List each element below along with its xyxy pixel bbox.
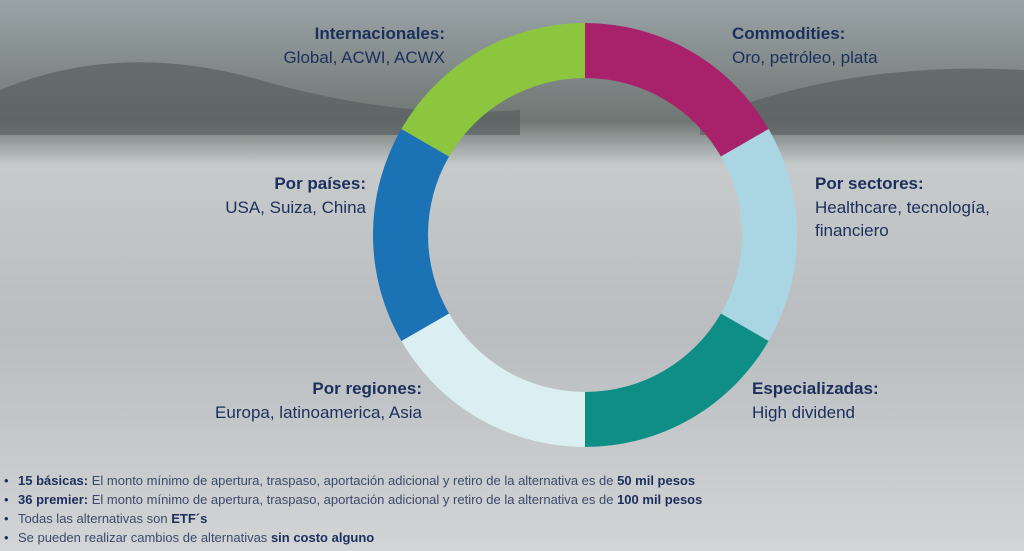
segment-text: Europa, latinoamerica, Asia [215, 402, 422, 422]
segment-text: Global, ACWI, ACWX [283, 47, 445, 67]
segment-title: Por regiones: [312, 379, 422, 398]
donut-segment [585, 313, 769, 447]
donut [373, 23, 797, 447]
segment-title: Especializadas: [752, 379, 879, 398]
note-text: 36 premier: [18, 492, 89, 507]
segment-title: Internacionales: [314, 24, 445, 43]
segment-label: Commodities: Oro, petróleo, plata [732, 22, 878, 69]
donut-segment [373, 129, 450, 341]
donut-segment [401, 313, 585, 447]
note-text: 100 mil pesos [617, 492, 703, 507]
donut-segment [720, 129, 797, 341]
segment-label: Por sectores: Healthcare, tecnología, fina… [815, 172, 990, 243]
segment-text: High dividend [752, 402, 856, 422]
note-text: ETF´s [171, 511, 208, 526]
note-text: Se pueden realizar cambios de alternativ… [18, 530, 268, 545]
donut-segment [585, 23, 769, 157]
donut-segment [401, 23, 585, 157]
note-text: El monto mínimo de apertura, traspaso, a… [91, 492, 614, 507]
hills [700, 68, 1024, 135]
segment-label: Internacionales: Global, ACWI, ACWX [145, 22, 445, 69]
note-text: Todas las alternativas son [18, 511, 168, 526]
hills [0, 62, 520, 135]
note-text: 50 mil pesos [617, 473, 696, 488]
note: Todas las alternativas son ETF´s [4, 509, 702, 528]
segment-title: Por sectores: [815, 174, 924, 193]
segment-text: financiero [815, 221, 889, 240]
note: 15 básicas: El monto mínimo de apertura,… [4, 471, 702, 490]
notes: 15 básicas: El monto mínimo de apertura,… [4, 471, 702, 547]
segment-label: Especializadas: High dividend [752, 377, 879, 424]
note: 36 premier: El monto mínimo de apertura,… [4, 490, 702, 509]
segment-text: Healthcare, tecnología, [815, 197, 990, 217]
segment-title: Por países: [274, 174, 366, 193]
note-text: El monto mínimo de apertura, traspaso, a… [91, 473, 614, 488]
segment-label: Por países: USA, Suiza, China [66, 172, 366, 219]
note-text: 15 básicas: [18, 473, 89, 488]
segment-text: Oro, petróleo, plata [732, 47, 878, 67]
segment-label: Por regiones: Europa, latinoamerica, Asia [122, 377, 422, 424]
segment-title: Commodities: [732, 24, 846, 43]
note-text: sin costo alguno [270, 530, 375, 545]
note: Se pueden realizar cambios de alternativ… [4, 528, 702, 547]
segment-text: USA, Suiza, China [225, 197, 366, 217]
